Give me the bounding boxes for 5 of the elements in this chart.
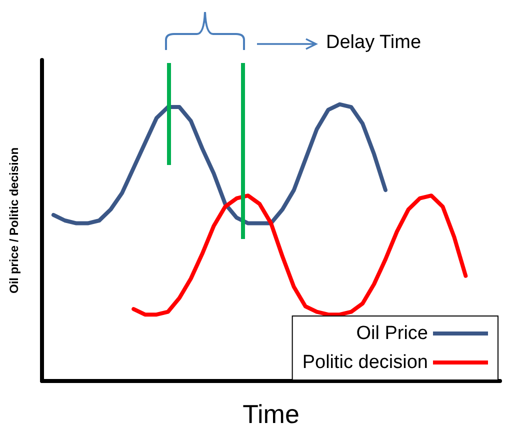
legend-label: Politic decision <box>302 352 428 373</box>
text: Delay Time <box>326 32 422 54</box>
y-axis-title: Oil price / Politic decision <box>7 147 21 294</box>
legend-label: Oil Price <box>356 323 428 344</box>
x-axis-title: Time <box>242 399 300 429</box>
